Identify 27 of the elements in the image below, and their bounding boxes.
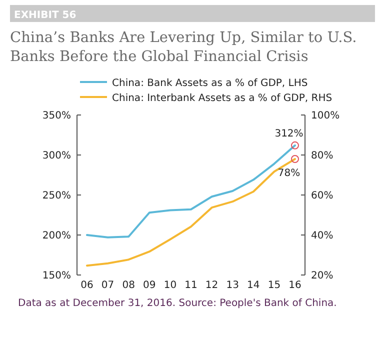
- x-tick-label: 06: [80, 280, 94, 291]
- y2-tick-label: 20%: [311, 270, 334, 282]
- x-tick-label: 08: [122, 280, 135, 291]
- data-label: 78%: [278, 168, 300, 179]
- x-tick-label: 16: [288, 280, 302, 291]
- x-tick-label: 14: [247, 280, 260, 291]
- chart-title: China’s Banks Are Levering Up, Similar to U.S. Banks Before the Global Financial Crisis: [10, 30, 357, 65]
- x-tick-label: 12: [205, 280, 218, 291]
- y2-tick-label: 100%: [311, 110, 340, 122]
- y-tick-label: 300%: [42, 150, 71, 162]
- x-tick-label: 13: [226, 280, 239, 291]
- x-tick-label: 11: [184, 280, 198, 291]
- y2-tick-label: 60%: [311, 190, 334, 202]
- y2-tick-label: 40%: [311, 230, 334, 242]
- legend-label: China: Interbank Assets as a % of GDP, RHS: [112, 93, 332, 104]
- text: Data as at December 31, 2016. Source: People's Bank of China.: [18, 298, 337, 309]
- y-tick-label: 150%: [42, 270, 71, 282]
- y-tick-label: 250%: [42, 190, 71, 202]
- x-tick-label: 09: [143, 280, 156, 291]
- y-tick-label: 200%: [42, 230, 71, 242]
- legend-label: China: Bank Assets as a % of GDP, LHS: [112, 78, 308, 89]
- data-label: 312%: [274, 128, 304, 140]
- y-tick-label: 350%: [42, 110, 71, 122]
- x-tick-label: 07: [101, 280, 114, 291]
- x-tick-label: 10: [164, 280, 177, 291]
- x-tick-label: 15: [268, 280, 281, 291]
- y2-tick-label: 80%: [311, 150, 334, 162]
